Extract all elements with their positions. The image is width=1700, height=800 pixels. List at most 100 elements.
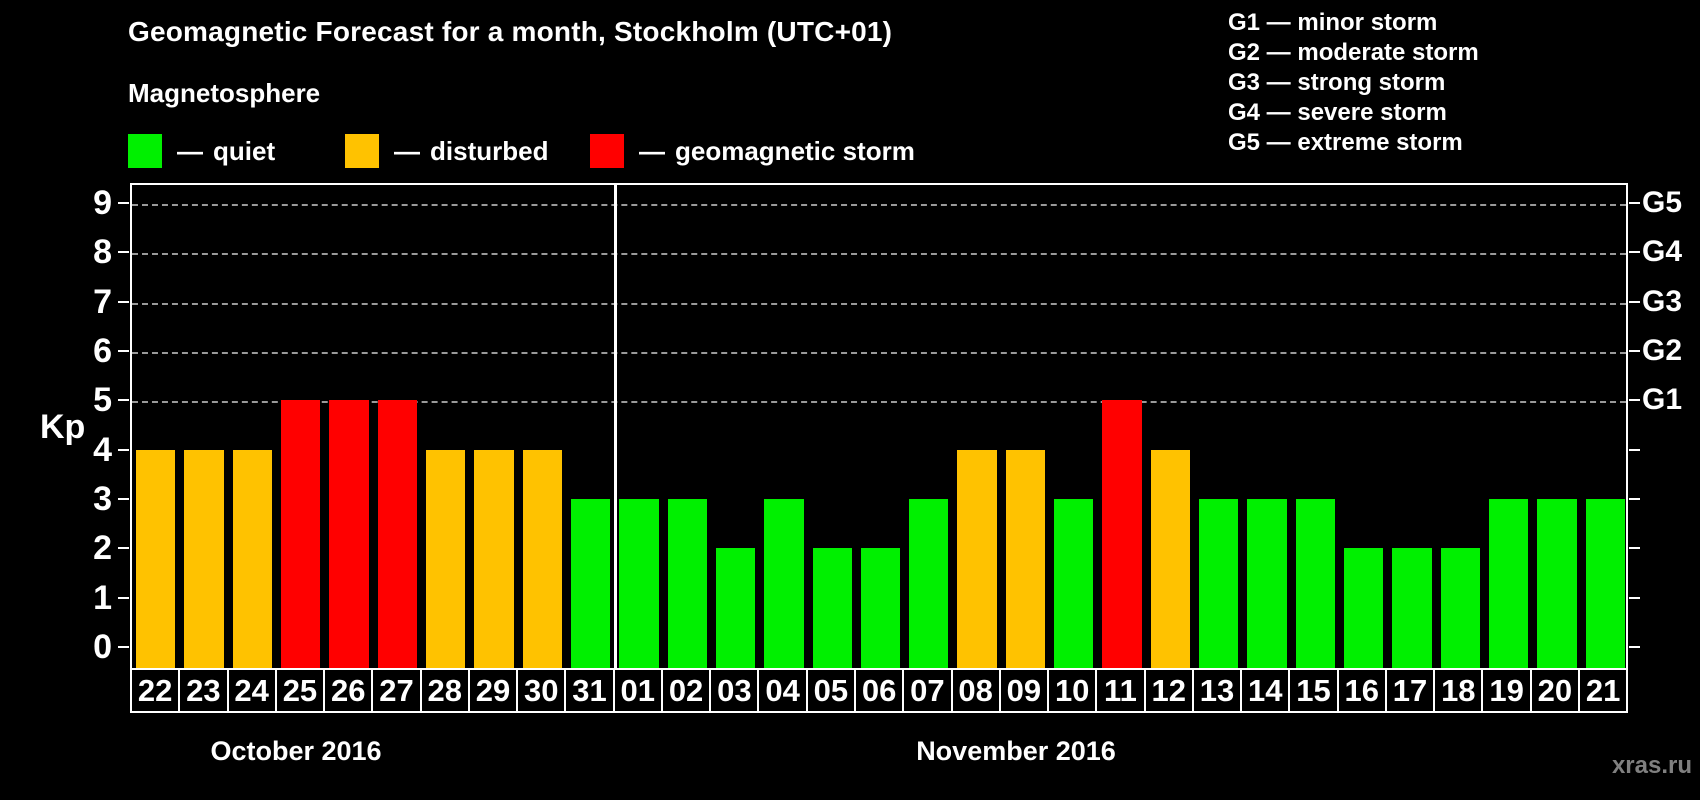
right-axis-label-g5: G5	[1642, 185, 1683, 219]
y-tick-left-3	[118, 498, 129, 501]
day-label-cell: 21	[1577, 670, 1626, 711]
kp-bar-day-22	[136, 449, 176, 668]
kp-bar-day-12	[1150, 449, 1191, 668]
y-axis-title: Kp	[40, 408, 86, 446]
y-tick-label-1: 1	[93, 578, 112, 617]
legend-dash: —	[177, 135, 203, 166]
y-tick-right-7	[1629, 300, 1640, 303]
day-label-cell: 13	[1191, 670, 1240, 711]
day-label-cell: 22	[137, 672, 173, 708]
kp-bar-day-13	[1199, 499, 1239, 668]
kp-bar-day-31	[570, 499, 611, 668]
y-tick-label-0: 0	[93, 628, 112, 667]
gridline-kp6	[132, 351, 1626, 354]
legend-label-quiet: quiet	[213, 135, 276, 166]
month-label-october: October 2016	[210, 736, 382, 766]
g-scale-legend: G1 — minor storm G2 — moderate storm G3 …	[1228, 8, 1479, 158]
y-tick-left-1	[118, 596, 129, 599]
day-label-cell: 04	[757, 670, 805, 711]
y-tick-label-5: 5	[93, 381, 112, 420]
y-tick-right-8	[1629, 251, 1640, 254]
y-tick-left-4	[118, 448, 129, 451]
kp-bar-day-11	[1102, 400, 1142, 668]
g-scale-line-g3: G3 — strong storm	[1228, 69, 1446, 96]
day-label-cell: 01	[612, 670, 661, 711]
storm-color-swatch	[590, 134, 624, 168]
day-label-cell: 14	[1240, 670, 1288, 711]
kp-bar-day-21	[1585, 499, 1625, 668]
month-label-november: November 2016	[916, 736, 1116, 766]
day-label-cell: 15	[1288, 670, 1336, 711]
plot-area	[130, 183, 1628, 668]
legend-item-quiet: — quiet	[128, 134, 275, 168]
kp-bar-day-19	[1489, 499, 1529, 668]
y-tick-label-4: 4	[93, 430, 112, 469]
legend-item-disturbed: — disturbed	[345, 134, 548, 168]
day-label-cell: 20	[1529, 670, 1578, 711]
day-label-cell: 07	[902, 670, 950, 711]
day-label-cell: 30	[516, 670, 564, 711]
day-label-cell: 29	[467, 670, 516, 711]
kp-bar-day-17	[1392, 548, 1432, 668]
y-tick-left-9	[118, 201, 129, 204]
kp-bar-day-25	[280, 400, 321, 668]
legend-dash: —	[394, 135, 420, 166]
right-axis-label-g3: G3	[1642, 284, 1683, 318]
day-label-cell: 24	[226, 670, 275, 711]
right-axis-label-g2: G2	[1642, 333, 1683, 367]
legend-item-storm: — geomagnetic storm	[590, 134, 915, 168]
day-label-cell: 09	[998, 670, 1047, 711]
gridline-kp8	[132, 253, 1626, 256]
kp-bar-chart: 0 1 2 3 4 5 6 7 8 9 G1 G2 G3 G4 G5	[93, 183, 1682, 668]
day-label-cell: 06	[853, 670, 902, 711]
day-label-cell: 28	[419, 670, 468, 711]
y-tick-right-1	[1629, 596, 1640, 599]
kp-bar-day-08	[957, 449, 997, 668]
kp-bar-day-07	[909, 499, 949, 668]
day-label-row: 22 23 24 25 26 27 28 29 30 31 01 02 03 04 05 06 07 08 09 10…	[130, 668, 1628, 713]
y-tick-right-5	[1629, 399, 1640, 402]
gridline-kp5	[132, 401, 1626, 404]
watermark: xras.ru	[1611, 752, 1692, 779]
y-tick-right-3	[1629, 498, 1640, 501]
day-label-cell: 26	[323, 670, 371, 711]
kp-bar-day-10	[1054, 499, 1094, 668]
day-label-cell: 17	[1384, 670, 1433, 711]
kp-bar-day-20	[1537, 499, 1577, 668]
y-tick-right-6	[1629, 349, 1640, 352]
y-tick-left-7	[118, 300, 129, 303]
day-label-cell: 05	[805, 670, 854, 711]
day-label-cell: 08	[950, 670, 999, 711]
g-scale-line-g2: G2 — moderate storm	[1228, 39, 1479, 66]
day-label-cell: 12	[1143, 670, 1192, 711]
y-tick-right-0	[1629, 646, 1640, 649]
right-axis-label-g4: G4	[1642, 235, 1683, 269]
y-tick-label-7: 7	[93, 282, 112, 321]
legend-label-storm: geomagnetic storm	[675, 135, 915, 166]
day-label-cell: 02	[660, 670, 709, 711]
day-label-cell: 16	[1336, 670, 1385, 711]
kp-bar-day-28	[425, 449, 466, 668]
g-scale-line-g5: G5 — extreme storm	[1228, 129, 1463, 156]
y-tick-label-3: 3	[93, 480, 112, 519]
kp-bar-day-27	[377, 400, 417, 668]
kp-bar-day-09	[1005, 449, 1046, 668]
kp-bar-day-16	[1344, 548, 1384, 668]
y-tick-label-6: 6	[93, 331, 112, 370]
month-separator	[613, 185, 617, 668]
kp-bar-day-02	[667, 499, 707, 668]
y-tick-left-8	[118, 251, 129, 254]
day-label-cell: 11	[1095, 670, 1143, 711]
kp-bar-day-24	[232, 449, 272, 668]
legend-dash: —	[639, 135, 665, 166]
g-scale-line-g1: G1 — minor storm	[1228, 9, 1438, 36]
kp-bar-day-03	[715, 548, 756, 668]
day-label-cell: 25	[274, 670, 323, 711]
kp-bar-day-14	[1247, 499, 1287, 668]
kp-bar-day-05	[812, 548, 852, 668]
gridline-kp7	[132, 302, 1626, 305]
kp-bar-day-01	[619, 499, 659, 668]
day-label-cell: 10	[1047, 670, 1095, 711]
y-tick-left-5	[118, 399, 129, 402]
legend-label-disturbed: disturbed	[430, 135, 549, 166]
